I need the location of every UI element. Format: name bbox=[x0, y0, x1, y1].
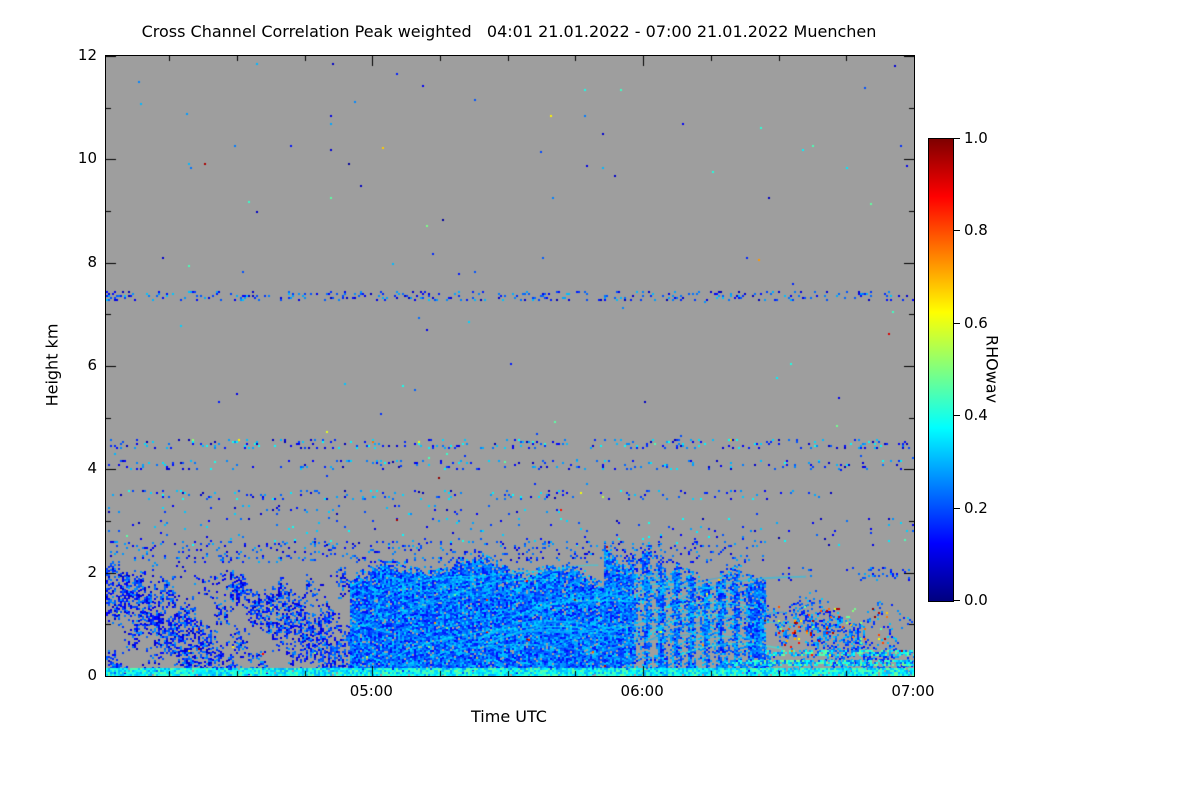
colorbar-label: RHOwav bbox=[982, 334, 1002, 404]
colorbar-tick-label: 0.2 bbox=[964, 498, 988, 517]
y-tick-label: 2 bbox=[87, 562, 97, 581]
colorbar-gradient bbox=[928, 138, 954, 602]
chart-title: Cross Channel Correlation Peak weighted … bbox=[141, 22, 877, 41]
colorbar-tick-label: 1.0 bbox=[964, 129, 988, 147]
colorbar-tick bbox=[954, 600, 960, 601]
x-axis-label: Time UTC bbox=[471, 707, 547, 726]
colorbar-tick-label: 0.0 bbox=[964, 591, 988, 609]
y-tick-label: 4 bbox=[87, 459, 97, 478]
y-tick-label: 0 bbox=[87, 666, 97, 684]
colorbar-tick-label: 0.6 bbox=[964, 313, 988, 332]
y-tick-label: 6 bbox=[87, 356, 97, 374]
colorbar-tick bbox=[954, 322, 960, 324]
colorbar-tick bbox=[954, 230, 960, 232]
colorbar-tick-label: 0.8 bbox=[964, 221, 988, 240]
x-tick-label: 05:00 bbox=[349, 682, 393, 700]
x-tick-label: 06:00 bbox=[620, 682, 664, 700]
y-tick-label: 12 bbox=[77, 46, 97, 64]
colorbar-tick bbox=[954, 507, 960, 509]
colorbar-tick-label: 0.4 bbox=[964, 406, 988, 425]
heatmap-canvas bbox=[106, 56, 914, 676]
x-tick-label: 07:00 bbox=[891, 682, 935, 700]
plot-area bbox=[105, 55, 915, 677]
colorbar-tick bbox=[954, 138, 960, 139]
y-tick-label: 8 bbox=[87, 252, 97, 271]
y-tick-label: 10 bbox=[77, 149, 97, 168]
colorbar-tick bbox=[954, 415, 960, 417]
